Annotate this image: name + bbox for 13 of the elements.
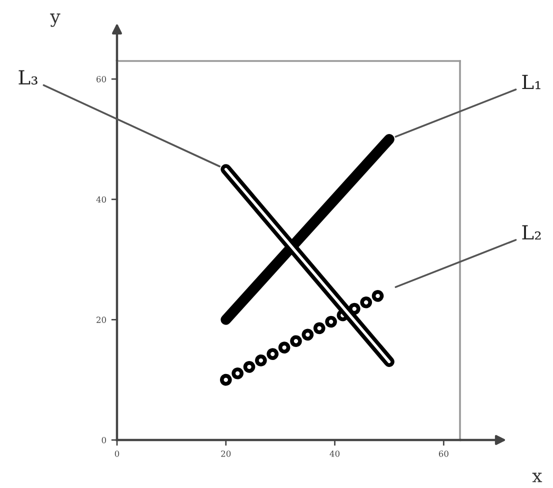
x-tick-label: 60	[438, 450, 448, 457]
x-tick-label: 40	[330, 450, 340, 457]
y-axis-title: y	[50, 14, 60, 27]
x-tick-label: 0	[114, 450, 120, 457]
y-tick-label: 40	[96, 196, 106, 203]
text: L₂	[522, 225, 541, 240]
x-tick-label: 20	[221, 450, 231, 457]
y-tick-label: 0	[102, 436, 106, 444]
y-tick-label: 20	[96, 316, 106, 323]
text: L₁	[522, 74, 540, 90]
text: L₃	[18, 70, 38, 85]
y-tick-label: 60	[96, 76, 106, 82]
x-axis-title: x	[532, 472, 542, 482]
